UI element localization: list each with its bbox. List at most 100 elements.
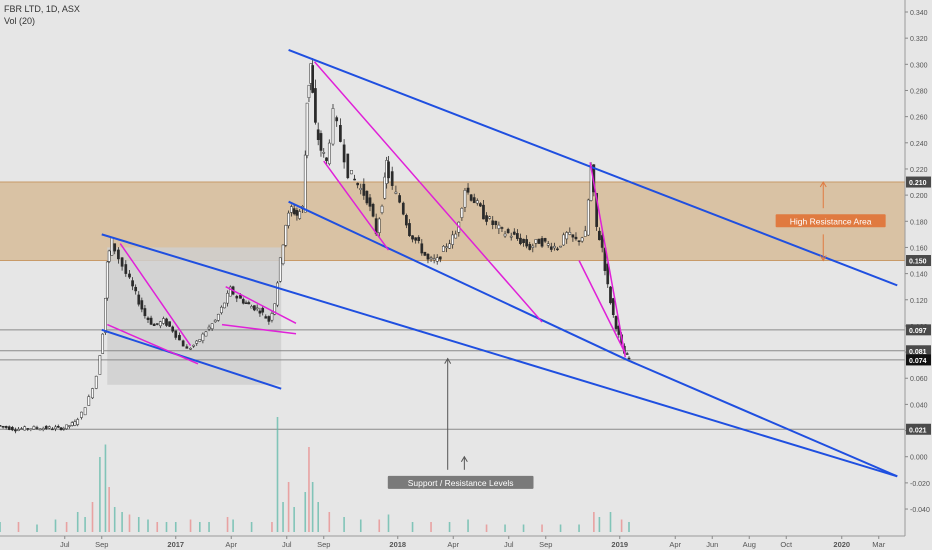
level-label-text: 0.210	[909, 180, 927, 187]
candle-body	[261, 307, 265, 313]
volume-bar	[65, 522, 68, 532]
volume-bar	[91, 502, 94, 532]
price-axis-label: 0.240	[910, 141, 928, 148]
candle-body	[314, 88, 317, 123]
volume-bar	[189, 519, 192, 532]
volume-bar	[156, 522, 159, 532]
time-axis-label: Oct	[780, 540, 793, 549]
candle-body	[295, 210, 299, 216]
volume-bar	[226, 517, 229, 532]
candle-body	[460, 208, 464, 218]
candle-body	[292, 208, 296, 215]
candle-body	[201, 333, 205, 341]
candle-body	[250, 306, 253, 309]
candle-body	[152, 323, 156, 327]
price-axis-label: 0.300	[910, 62, 928, 69]
candle-body	[531, 245, 535, 248]
candle-body	[543, 238, 547, 242]
candle-body	[475, 200, 479, 204]
candle-body	[220, 306, 223, 314]
candle-body	[35, 427, 39, 429]
volume-bar	[378, 519, 381, 532]
candle-body	[168, 321, 171, 327]
candle-body	[435, 257, 439, 262]
candle-body	[290, 206, 293, 213]
volume-bar	[121, 512, 123, 532]
candle-body	[485, 215, 488, 222]
level-label-text: 0.081	[909, 349, 927, 356]
candle-body	[611, 298, 615, 315]
candle-body	[171, 326, 175, 332]
candle-body	[83, 407, 87, 416]
volume-bar	[0, 522, 1, 532]
volume-bar	[104, 444, 107, 532]
candle-body	[500, 227, 504, 229]
candle-body	[503, 233, 507, 237]
volume-bar	[250, 522, 253, 532]
volume-bar	[76, 512, 79, 532]
time-axis-label: Sep	[539, 540, 552, 549]
candle-body	[368, 197, 372, 207]
candle-body	[442, 246, 445, 252]
candle-body	[32, 426, 36, 430]
volume-bar	[430, 522, 432, 532]
candle-body	[68, 425, 71, 427]
candle-body	[586, 199, 590, 236]
volume-bar	[282, 502, 284, 532]
candle-body	[110, 237, 114, 256]
candle-body	[528, 243, 532, 250]
candle-body	[276, 282, 279, 306]
candle-body	[117, 249, 120, 260]
candle-body	[56, 426, 60, 428]
level-label-bg	[906, 324, 931, 336]
annotation-arrow-head	[460, 455, 468, 462]
candle-body	[41, 428, 45, 430]
volume-bar	[387, 514, 390, 532]
candle-body	[537, 238, 541, 244]
candle-body	[383, 176, 387, 199]
candle-body	[448, 243, 451, 249]
candle-body	[17, 429, 20, 431]
candle-body	[522, 238, 525, 244]
magenta-trendline	[578, 260, 626, 354]
candle-body	[420, 243, 424, 254]
high-resistance-label: High Resistance Area	[775, 214, 886, 228]
symbol-legend[interactable]: FBR LTD, 1D, ASX	[4, 4, 80, 14]
candle-body	[598, 230, 601, 241]
candle-body	[128, 273, 131, 278]
candle-body	[546, 243, 550, 246]
candle-body	[207, 326, 211, 330]
volume-bar	[578, 524, 580, 532]
candle-body	[565, 232, 569, 240]
candle-body	[491, 220, 495, 225]
volume-bar	[54, 519, 57, 532]
time-axis-label: Jun	[706, 540, 718, 549]
blue-trendline	[101, 233, 898, 478]
candle-body	[0, 425, 2, 427]
candle-body	[614, 316, 618, 329]
candle-body	[91, 388, 94, 399]
magenta-trendline	[225, 286, 297, 324]
time-axis-label: Apr	[669, 540, 681, 549]
candle-body	[322, 151, 326, 154]
price-axis-label: -0.040	[910, 507, 930, 514]
volume-bar	[343, 517, 345, 532]
magenta-trendline	[107, 323, 199, 365]
candle-body	[494, 220, 498, 225]
candle-body	[244, 302, 248, 304]
candle-body	[255, 307, 259, 310]
price-axis-label: -0.020	[910, 481, 930, 488]
candle-body	[479, 203, 482, 207]
candle-body	[414, 237, 417, 241]
candle-body	[423, 251, 427, 256]
time-axis-label: 2020	[833, 540, 850, 549]
volume-legend[interactable]: Vol (20)	[4, 16, 36, 26]
candle-body	[568, 232, 572, 235]
candle-body	[7, 426, 11, 430]
candle-body	[140, 300, 144, 310]
level-label-bg	[906, 176, 931, 188]
candle-body	[600, 235, 604, 248]
candle-body	[44, 425, 48, 429]
candle-body	[509, 235, 513, 238]
